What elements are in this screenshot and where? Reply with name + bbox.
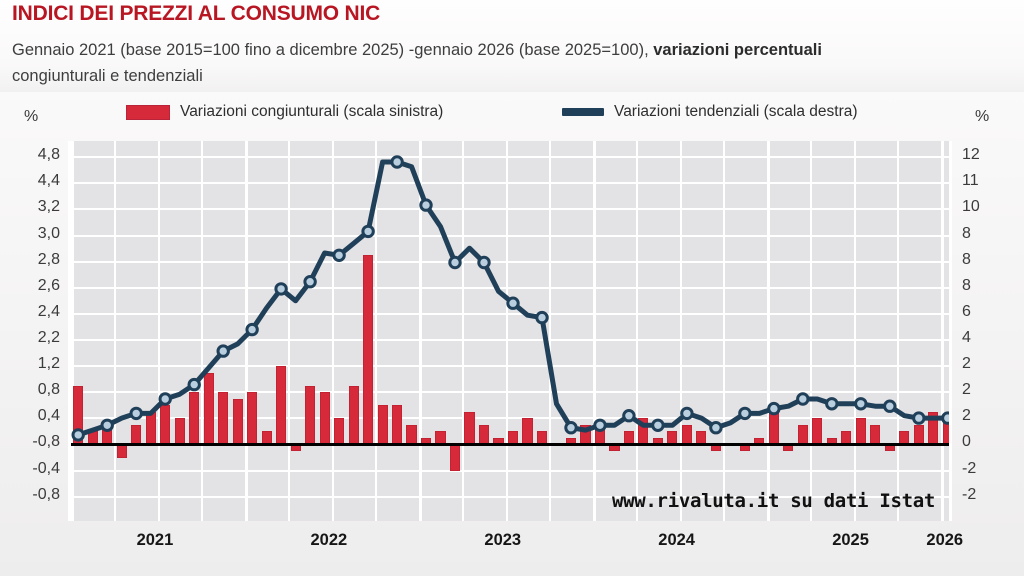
y-axis-tick-right: 8 [962,224,971,242]
tendenziali-marker [274,282,288,296]
y-axis-tick-right: 12 [962,146,980,164]
tendenziali-marker [303,275,317,289]
tendenziali-marker [564,421,578,435]
y-axis-tick-left: 2,8 [37,250,60,268]
y-axis-tick-left: 2,4 [37,302,60,320]
y-axis-tick-left: 2,6 [37,276,60,294]
legend-label-tendenziali: Variazioni tendenziali (scala destra) [614,103,858,120]
y-axis-tick-left: -0,8 [32,485,60,503]
y-axis-tick-left: -0,4 [32,459,60,477]
tendenziali-marker [825,397,839,411]
chart-header: INDICI DEI PREZZI AL CONSUMO NIC Gennaio… [0,0,1024,92]
tendenziali-marker [709,421,723,435]
y-axis-tick-right: 0 [962,433,971,451]
tendenziali-line-svg [71,155,949,442]
y-axis-tick-left: 0,8 [37,381,60,399]
x-axis-tick: 2022 [310,531,348,549]
tendenziali-marker [854,397,868,411]
line-series-tendenziali [71,141,949,521]
chart-legend: Variazioni congiunturali (scala sinistra… [0,103,1024,129]
tendenziali-marker [129,406,143,421]
tendenziali-marker [767,401,781,416]
x-axis-tick: 2023 [484,531,522,549]
y-axis-tick-right: 2 [962,355,971,373]
x-axis-tick: 2025 [832,531,869,549]
subtitle-normal: Gennaio 2021 (base 2015=100 fino a dicem… [12,41,649,59]
y-axis-tick-right: -2 [962,485,977,503]
tendenziali-marker [912,411,926,425]
tendenziali-marker [419,198,433,212]
right-axis-unit: % [975,108,990,125]
y-axis-tick-right: 11 [962,172,979,190]
right-axis-labels: 12 11 10 8 8 8 6 4 2 2 2 0 -2 -2 [962,141,1018,521]
tendenziali-marker [651,418,665,432]
tendenziali-marker [477,255,491,270]
plot-area [68,141,952,521]
y-axis-tick-left: -0,8 [32,433,60,451]
tendenziali-marker [390,155,404,169]
x-axis-tick: 2024 [658,531,695,549]
tendenziali-marker [448,255,462,270]
left-axis-labels: 4,8 4,4 3,2 3,0 2,8 2,6 2,4 2,2 1,2 0,8 0,4 -0,8 -0,… [8,141,60,521]
y-axis-tick-right: 6 [962,302,971,320]
tendenziali-marker [883,399,897,413]
tendenziali-marker [245,322,259,337]
y-axis-tick-left: 4,8 [37,146,60,164]
y-axis-tick-right: 8 [962,276,971,294]
y-axis-tick-right: -2 [962,459,977,477]
y-axis-tick-right: 10 [962,198,980,216]
y-axis-tick-left: 4,4 [37,172,60,190]
subtitle-line2: congiunturali e tendenziali [12,67,203,85]
tendenziali-marker [506,296,520,310]
legend-label-congiunturali: Variazioni congiunturali (scala sinistra… [180,103,444,120]
y-axis-tick-left: 2,2 [37,329,60,346]
subtitle-bold: variazioni percentuali [648,41,822,59]
y-axis-tick-right: 8 [962,250,971,268]
tendenziali-marker [332,248,346,263]
legend-item-congiunturali: Variazioni congiunturali (scala sinistra… [126,103,443,121]
tendenziali-marker [216,344,230,358]
tendenziali-marker [593,418,607,432]
tendenziali-marker [187,377,201,392]
tendenziali-marker [535,310,549,325]
watermark-text: www.rivaluta.it su dati Istat [612,490,936,512]
legend-item-tendenziali: Variazioni tendenziali (scala destra) [562,103,858,121]
chart-subtitle: Gennaio 2021 (base 2015=100 fino a dicem… [12,37,1012,89]
y-axis-tick-left: 3,0 [37,224,60,242]
tendenziali-marker [941,411,949,425]
left-axis-unit: % [24,108,39,125]
x-axis-tick: 2021 [136,531,174,549]
tendenziali-marker [100,418,114,432]
y-axis-tick-left: 1,2 [37,355,60,373]
tendenziali-marker [71,428,85,442]
page-title: INDICI DEI PREZZI AL CONSUMO NIC [12,2,381,25]
x-axis-labels: 2021 2022 2023 2024 2025 2026 [68,527,964,561]
y-axis-tick-right: 2 [962,407,971,425]
y-axis-tick-right: 2 [962,381,971,399]
x-axis-tick: 2026 [926,531,964,549]
tendenziali-marker [796,392,810,406]
y-axis-tick-left: 0,4 [37,407,60,425]
tendenziali-marker [622,409,636,423]
tendenziali-marker [158,392,172,406]
legend-swatch-bar-icon [126,104,170,120]
tendenziali-marker [361,224,375,239]
y-axis-tick-right: 4 [962,329,971,346]
tendenziali-marker [738,406,752,421]
tendenziali-marker [680,406,694,421]
legend-swatch-line-icon [562,108,604,116]
y-axis-tick-left: 3,2 [37,198,60,216]
